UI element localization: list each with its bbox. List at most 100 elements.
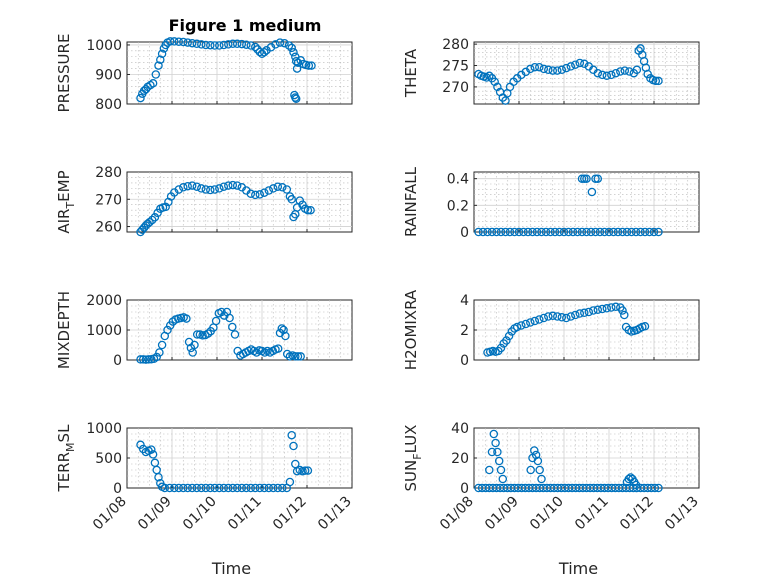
subplot-sun-flux: 0 20 40 SUNFLUX 01/08 01/09 01/10 01/11 01/12 01/… <box>402 421 702 578</box>
data-point <box>136 440 145 450</box>
data-series <box>474 44 663 105</box>
data-point <box>187 38 197 48</box>
data-point <box>251 42 260 52</box>
data-point <box>510 227 519 237</box>
data-point <box>571 310 580 320</box>
data-point <box>260 188 269 197</box>
y-axis-label: H2OMIXRA <box>402 289 420 370</box>
data-point <box>582 174 591 183</box>
data-point <box>215 483 224 493</box>
data-point <box>174 185 184 194</box>
data-point <box>512 322 522 332</box>
y-axis-label: PRESSURE <box>55 34 73 113</box>
data-point <box>537 227 546 237</box>
data-point <box>287 43 296 53</box>
data-point <box>478 227 488 237</box>
data-point <box>271 40 280 49</box>
data-point <box>224 483 233 493</box>
data-point <box>198 331 207 340</box>
data-point <box>498 474 508 484</box>
y-tick-label: 0 <box>113 353 122 369</box>
data-point <box>627 227 636 237</box>
data-point <box>170 483 179 493</box>
y-axis-label: AIRTEMP <box>55 170 77 233</box>
data-point <box>618 227 627 237</box>
data-point <box>157 340 167 350</box>
data-point <box>541 227 551 237</box>
data-point <box>190 340 199 350</box>
data-point <box>210 185 219 194</box>
data-point <box>273 182 283 191</box>
x-tick-label: 01/08 <box>437 494 477 534</box>
data-point <box>593 174 603 183</box>
data-point <box>496 343 506 353</box>
data-point <box>600 227 609 237</box>
data-point <box>607 70 616 80</box>
data-point <box>582 227 591 237</box>
x-tick-label: 01/11 <box>572 494 612 534</box>
data-point <box>650 483 660 493</box>
data-point <box>571 60 580 69</box>
y-tick-label: 270 <box>95 192 122 208</box>
data-point <box>640 227 650 237</box>
data-point <box>228 322 237 332</box>
data-point <box>148 450 158 459</box>
x-tick-label: 01/10 <box>180 494 220 534</box>
subplot-rainfall: 0 0.2 0.4 RAINFALL <box>402 166 700 241</box>
data-point <box>620 310 629 320</box>
data-point <box>537 474 546 484</box>
data-point <box>179 37 188 47</box>
data-point <box>155 348 164 357</box>
data-point <box>206 40 215 50</box>
data-point <box>264 483 274 493</box>
data-point <box>281 331 290 341</box>
data-point <box>483 227 492 237</box>
data-point <box>526 465 535 475</box>
data-point <box>526 318 535 327</box>
data-point <box>575 309 585 318</box>
data-point <box>187 181 197 190</box>
data-point <box>593 68 603 78</box>
data-point <box>242 40 251 49</box>
data-point <box>654 76 663 86</box>
data-point <box>183 38 192 47</box>
data-point <box>487 447 497 457</box>
data-point <box>557 65 567 75</box>
subplot-mixdepth: 0 1000 2000 MIXDEPTH <box>55 291 353 369</box>
data-point <box>505 227 515 237</box>
data-point <box>152 352 161 362</box>
y-tick-label: 2 <box>460 323 469 339</box>
y-tick-label: 0 <box>460 481 469 497</box>
data-point <box>589 306 598 315</box>
data-point <box>532 227 542 237</box>
data-point <box>237 483 247 493</box>
data-point <box>160 483 170 493</box>
data-point <box>654 483 663 493</box>
y-tick-label: 0.2 <box>447 198 469 214</box>
data-point <box>293 352 303 361</box>
data-point <box>273 483 283 493</box>
data-point <box>237 39 247 49</box>
data-point <box>577 174 587 183</box>
y-axis-label: TERRMSL <box>55 424 77 493</box>
data-point <box>573 227 582 237</box>
data-point <box>232 181 242 190</box>
data-point <box>136 355 145 364</box>
data-point <box>192 483 202 493</box>
data-point <box>494 456 504 466</box>
data-point <box>174 37 184 46</box>
data-point <box>492 227 501 237</box>
data-point <box>197 483 206 493</box>
data-point <box>215 41 224 50</box>
data-point <box>273 344 283 353</box>
y-tick-label: 260 <box>95 220 122 236</box>
data-point <box>232 483 242 493</box>
data-point <box>264 186 274 195</box>
data-point <box>156 55 165 64</box>
data-point <box>197 40 206 49</box>
data-point <box>493 447 502 457</box>
data-point <box>282 349 292 359</box>
data-point <box>280 38 289 48</box>
data-point <box>225 313 234 323</box>
data-point <box>182 314 191 323</box>
